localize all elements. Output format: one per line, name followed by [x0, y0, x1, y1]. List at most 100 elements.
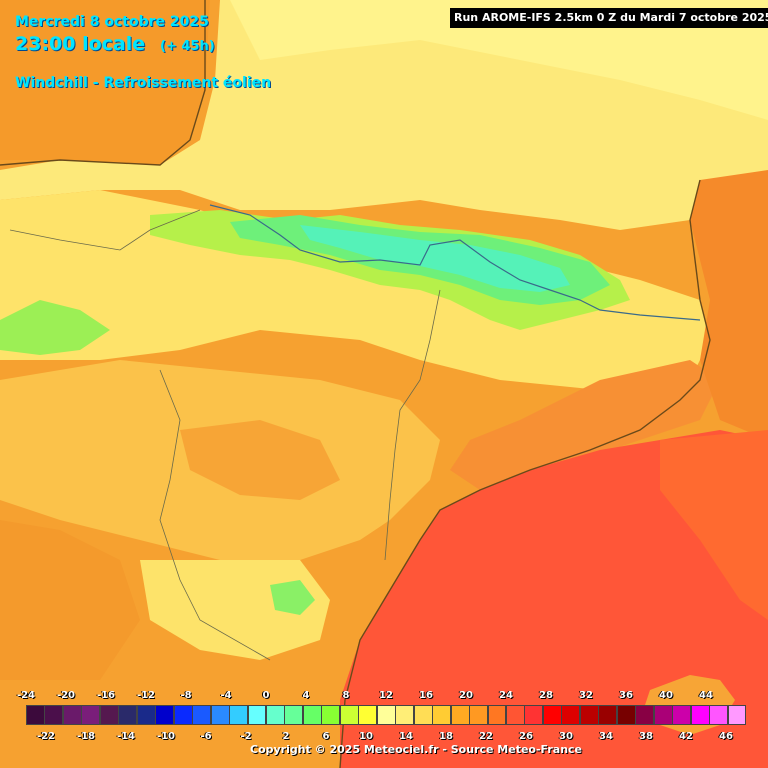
- legend-swatch: [690, 705, 710, 725]
- legend-swatch: [506, 705, 525, 725]
- legend-swatch: [616, 705, 636, 725]
- legend-tick-bottom: 30: [559, 731, 573, 742]
- legend-swatch: [62, 705, 82, 725]
- legend-tick-bottom: 38: [639, 731, 653, 742]
- legend-tick-top: -20: [56, 690, 76, 701]
- legend-swatch: [524, 705, 544, 725]
- legend-swatch: [99, 705, 119, 725]
- legend-swatch: [266, 705, 285, 725]
- legend-tick-bottom: 6: [322, 731, 330, 742]
- legend-swatch: [136, 705, 156, 725]
- parameter-label: Windchill - Refroissement éolien: [15, 75, 272, 91]
- legend-swatch: [44, 705, 64, 725]
- sea-warm-band: [660, 430, 768, 620]
- legend-tick-top: 32: [579, 690, 593, 701]
- legend-tick-top: 16: [419, 690, 433, 701]
- legend-swatch: [635, 705, 655, 725]
- legend-tick-top: 44: [699, 690, 713, 701]
- legend-swatch: [376, 705, 396, 725]
- legend-swatch: [432, 705, 452, 725]
- legend-swatch: [118, 705, 138, 725]
- legend-tick-bottom: -14: [116, 731, 136, 742]
- legend-tick-bottom: 14: [399, 731, 413, 742]
- legend-swatch: [579, 705, 599, 725]
- date-label: Mercredi 8 octobre 2025: [15, 14, 209, 30]
- france-north: [230, 0, 768, 120]
- west-green-patch: [0, 300, 110, 355]
- copyright-label: Copyright © 2025 Meteociel.fr - Source M…: [250, 743, 583, 756]
- legend-swatch: [598, 705, 618, 725]
- southwest-orange: [0, 520, 140, 680]
- legend-tick-bottom: 46: [719, 731, 733, 742]
- legend-swatch: [155, 705, 175, 725]
- legend-tick-bottom: -2: [240, 731, 252, 742]
- run-info-box: Run AROME-IFS 2.5km 0 Z du Mardi 7 octob…: [450, 8, 768, 28]
- central-orange: [180, 420, 340, 500]
- gulf-of-lion: [690, 170, 768, 440]
- legend-swatch: [247, 705, 267, 725]
- region-border-west: [9, 209, 201, 251]
- legend-tick-top: -24: [16, 690, 36, 701]
- legend-tick-top: 28: [539, 690, 553, 701]
- legend-swatch: [339, 705, 359, 725]
- legend-tick-top: 12: [379, 690, 393, 701]
- time-label: 23:00 locale: [15, 33, 146, 55]
- legend-tick-bottom: 22: [479, 731, 493, 742]
- legend-tick-top: 0: [262, 690, 270, 701]
- legend-tick-bottom: 42: [679, 731, 693, 742]
- region-border-central: [159, 369, 271, 661]
- legend-swatch: [358, 705, 378, 725]
- legend-swatch: [81, 705, 101, 725]
- region-border-aragon-catalonia: [384, 289, 441, 561]
- legend-tick-bottom: 18: [439, 731, 453, 742]
- catalonia-coast: [450, 360, 720, 490]
- mediterranean-sea: [340, 430, 768, 768]
- legend-tick-top: -8: [180, 690, 192, 701]
- legend-tick-bottom: 10: [359, 731, 373, 742]
- legend-tick-top: 36: [619, 690, 633, 701]
- france-spain-border: [209, 204, 701, 321]
- france-coastline: [0, 0, 206, 166]
- legend-swatch: [284, 705, 304, 725]
- legend-swatch: [321, 705, 341, 725]
- south-green-patch: [270, 580, 315, 615]
- legend-swatch: [653, 705, 673, 725]
- legend-tick-top: 40: [659, 690, 673, 701]
- legend-tick-bottom: -10: [156, 731, 176, 742]
- legend-swatch: [395, 705, 415, 725]
- lead-time-label: (+ 45h): [160, 39, 215, 54]
- legend-tick-top: 24: [499, 690, 513, 701]
- legend-swatch: [561, 705, 581, 725]
- legend-tick-bottom: 2: [282, 731, 290, 742]
- pyrenees-high: [300, 225, 570, 292]
- legend-tick-bottom: -22: [36, 731, 56, 742]
- legend-swatch: [229, 705, 249, 725]
- legend-swatch: [469, 705, 489, 725]
- legend-swatch: [709, 705, 729, 725]
- legend-tick-top: -12: [136, 690, 156, 701]
- legend-tick-bottom: -6: [200, 731, 212, 742]
- legend-swatch: [210, 705, 230, 725]
- spain-east-coastline: [339, 179, 711, 768]
- legend-swatch: [672, 705, 692, 725]
- legend-tick-top: -16: [96, 690, 116, 701]
- legend-tick-top: 8: [342, 690, 350, 701]
- legend-swatch: [192, 705, 212, 725]
- legend-tick-bottom: 26: [519, 731, 533, 742]
- color-scale-legend: -24 -20 -16 -12 -8 -4 0 4 8 12 16 20 24 28 32 36 40 44 -22…: [0, 680, 768, 768]
- bay-of-biscay: [0, 0, 210, 165]
- legend-swatch: [450, 705, 470, 725]
- legend-swatch: [302, 705, 322, 725]
- legend-swatch: [173, 705, 193, 725]
- legend-tick-bottom: 34: [599, 731, 613, 742]
- legend-swatch: [487, 705, 507, 725]
- legend-tick-top: -4: [220, 690, 232, 701]
- legend-tick-top: 20: [459, 690, 473, 701]
- legend-swatch: [26, 705, 45, 725]
- legend-swatch: [542, 705, 562, 725]
- legend-swatch: [413, 705, 433, 725]
- legend-swatch: [727, 705, 747, 725]
- legend-tick-top: 4: [302, 690, 310, 701]
- legend-tick-bottom: -18: [76, 731, 96, 742]
